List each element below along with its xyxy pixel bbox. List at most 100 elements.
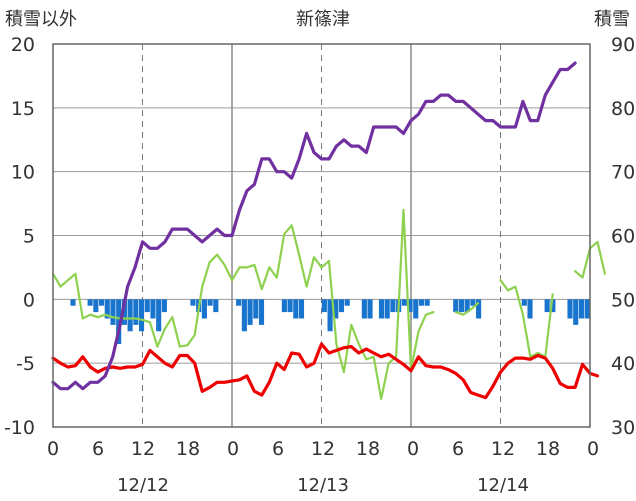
date-label: 12/14 xyxy=(477,475,529,496)
x-ticks: 0 6 12 18 0 6 12 18 0 6 12 18 0 xyxy=(47,438,599,460)
precip-bar xyxy=(578,299,584,319)
precip-bar xyxy=(161,299,167,313)
right-tick-label: 40 xyxy=(611,353,635,375)
series-lines xyxy=(51,61,606,400)
grid xyxy=(53,44,590,427)
precip-bar xyxy=(104,299,110,319)
precip-bar xyxy=(390,299,396,313)
precip-bar xyxy=(156,299,162,332)
left-axis-title: 積雪以外 xyxy=(5,9,77,30)
precip-bar xyxy=(121,299,127,325)
x-tick-label: 6 xyxy=(272,438,284,460)
left-tick-label: 0 xyxy=(23,289,35,311)
x-tick-label: 0 xyxy=(47,438,59,460)
date-label: 12/13 xyxy=(297,475,349,496)
precip-bar xyxy=(333,299,339,319)
precip-bar xyxy=(201,299,207,319)
precip-bar xyxy=(190,299,196,306)
snow_depth-line xyxy=(51,61,577,391)
precip-bar xyxy=(407,299,413,313)
precip-bar xyxy=(584,299,590,319)
precip-bar xyxy=(213,299,219,313)
precip-bar xyxy=(253,299,259,319)
precip-bar xyxy=(93,299,99,313)
date-label: 12/12 xyxy=(117,475,169,496)
precip-bar xyxy=(327,299,333,332)
x-tick-label: 12 xyxy=(311,438,335,460)
x-tick-label: 18 xyxy=(536,438,560,460)
precip-bar xyxy=(110,299,116,325)
left-tick-label: 15 xyxy=(11,98,35,120)
precip-bar xyxy=(573,299,579,325)
x-tick-label: 6 xyxy=(92,438,104,460)
right-tick-label: 50 xyxy=(611,289,635,311)
date-labels: 12/12 12/13 12/14 xyxy=(117,475,529,496)
y-ticks-left: 20 15 10 5 0 -5 -10 xyxy=(4,34,35,439)
precip-bar xyxy=(544,299,550,313)
precip-bar xyxy=(127,299,133,332)
plot-frame xyxy=(52,43,591,428)
precip-bar xyxy=(207,299,213,306)
precip-bar xyxy=(550,299,556,313)
temperature-line xyxy=(51,342,600,400)
right-tick-label: 70 xyxy=(611,162,635,184)
precip-bar xyxy=(236,299,242,306)
right-tick-label: 90 xyxy=(611,34,635,56)
x-tick-label: 18 xyxy=(176,438,200,460)
precip-bar xyxy=(527,299,533,319)
right-axis-title: 積雪 xyxy=(594,9,630,30)
x-tick-label: 18 xyxy=(356,438,380,460)
x-tick-label: 0 xyxy=(587,438,599,460)
x-tick-label: 6 xyxy=(452,438,464,460)
precip-bar xyxy=(321,299,327,313)
precip-bar xyxy=(150,299,156,319)
precip-bar xyxy=(378,299,385,319)
precip-bar xyxy=(418,299,425,306)
left-tick-label: 5 xyxy=(23,226,35,248)
wind-line xyxy=(51,208,606,400)
precip-bar xyxy=(567,299,573,319)
precip-bar xyxy=(453,299,459,313)
left-tick-label: -5 xyxy=(16,353,35,375)
right-tick-label: 80 xyxy=(611,98,635,120)
precip-bar xyxy=(361,299,367,319)
x-tick-label: 0 xyxy=(227,438,239,460)
precip-bar xyxy=(281,299,287,313)
x-tick-label: 12 xyxy=(131,438,155,460)
precip-bar xyxy=(293,299,299,319)
precip-bar xyxy=(367,299,373,319)
precip-bar xyxy=(258,299,265,325)
precip-bar xyxy=(476,299,482,319)
left-tick-label: 10 xyxy=(11,162,35,184)
precip-bar xyxy=(401,299,407,306)
right-tick-label: 30 xyxy=(611,417,635,439)
left-tick-label: -10 xyxy=(4,417,35,439)
precip-bar xyxy=(521,299,527,306)
precip-bar xyxy=(287,299,293,313)
precip-bar xyxy=(138,299,145,332)
precip-bar xyxy=(338,299,345,313)
precip-bar xyxy=(116,299,122,345)
precip-bar xyxy=(458,299,465,313)
y-ticks-right: 90 80 70 60 50 40 30 xyxy=(611,34,635,439)
precip-bar xyxy=(99,299,105,306)
x-tick-label: 0 xyxy=(407,438,419,460)
precip-bar xyxy=(133,299,139,325)
precip-bar xyxy=(241,299,247,332)
chart-title: 新篠津 xyxy=(296,9,350,30)
precip-bar xyxy=(144,299,150,313)
precip-bar xyxy=(413,299,419,319)
precip-bar xyxy=(87,299,93,306)
precip-bars xyxy=(70,299,590,345)
precip-bar xyxy=(470,299,476,306)
precip-bar xyxy=(344,299,350,306)
left-tick-label: 20 xyxy=(11,34,35,56)
precip-bar xyxy=(384,299,390,319)
precip-bar xyxy=(424,299,430,306)
x-tick-label: 12 xyxy=(491,438,515,460)
precip-bar xyxy=(298,299,305,319)
precip-bar xyxy=(70,299,76,306)
precip-bar xyxy=(247,299,253,325)
precip-bar xyxy=(464,299,470,313)
